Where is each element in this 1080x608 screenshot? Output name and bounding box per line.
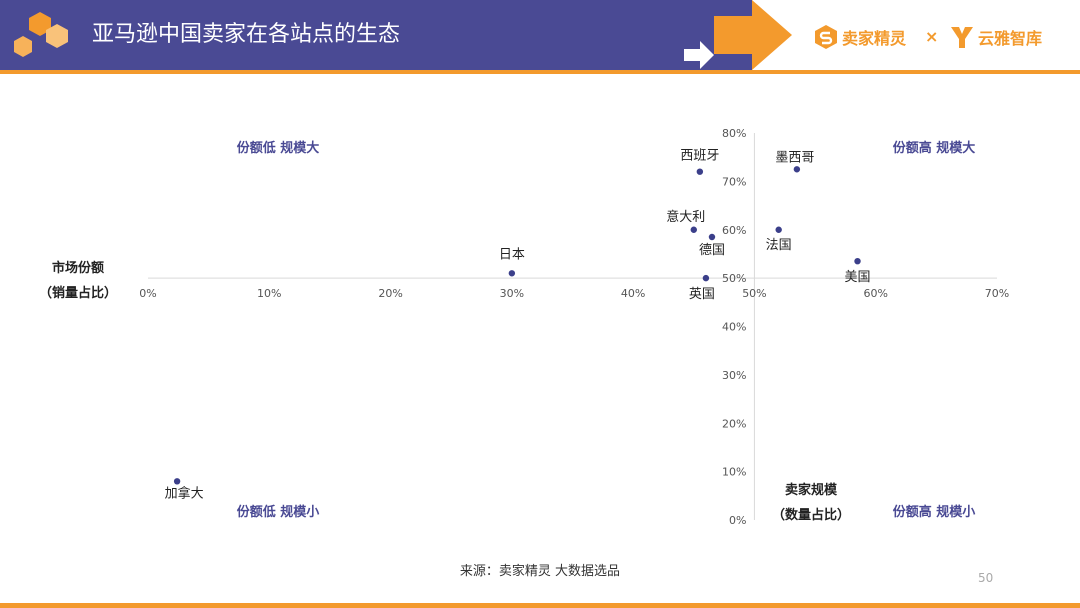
quadrant-label-bottom-left: 份额低 规模小 xyxy=(237,504,320,520)
data-point xyxy=(173,478,181,485)
page-number: 50 xyxy=(978,571,994,585)
quadrant-label-top-left: 份额低 规模大 xyxy=(237,140,320,156)
data-point xyxy=(854,257,861,265)
white-arrow-icon xyxy=(684,41,714,69)
x-tick-label: 40% xyxy=(621,287,645,300)
x-axis-title-line-1: 卖家规模 xyxy=(785,482,838,498)
brand-left-text: 卖家精灵 xyxy=(842,29,907,48)
data-point-label: 日本 xyxy=(499,247,525,262)
footer-line xyxy=(0,603,1080,608)
orange-arrow-icon xyxy=(714,0,792,70)
data-point-label: 加拿大 xyxy=(165,485,204,501)
data-point xyxy=(775,226,782,233)
data-point xyxy=(793,166,801,173)
brand-separator: × xyxy=(925,27,939,46)
y-tick-label: 40% xyxy=(722,321,746,334)
x-tick-label: 0% xyxy=(139,287,156,300)
data-point-label: 美国 xyxy=(845,270,871,285)
data-point-label: 德国 xyxy=(699,243,725,258)
hexagon-logo-icon xyxy=(14,12,68,57)
x-tick-label: 10% xyxy=(257,287,281,300)
quadrant-label-bottom-right: 份额高 规模小 xyxy=(893,504,976,520)
y-logo-icon xyxy=(951,27,973,48)
y-tick-label: 20% xyxy=(722,417,746,430)
y-tick-label: 10% xyxy=(722,466,746,479)
data-point xyxy=(690,226,697,233)
data-point-label: 墨西哥 xyxy=(775,150,814,165)
data-point xyxy=(702,274,710,282)
x-tick-label: 30% xyxy=(500,287,524,300)
x-tick-label: 20% xyxy=(378,287,402,300)
y-axis-title-line-1: 市场份额 xyxy=(52,260,104,276)
header-underline xyxy=(0,70,1080,74)
brand-right-text: 云雅智库 xyxy=(978,29,1043,48)
x-tick-label: 70% xyxy=(985,287,1009,300)
x-tick-label: 50% xyxy=(742,287,766,300)
y-tick-label: 60% xyxy=(722,224,746,237)
y-tick-label: 80% xyxy=(722,127,746,140)
data-point xyxy=(708,233,716,241)
y-tick-label: 50% xyxy=(722,272,746,285)
data-point-label: 意大利 xyxy=(666,209,705,225)
header-bar xyxy=(0,0,752,70)
data-point xyxy=(508,270,516,277)
data-point xyxy=(696,168,704,175)
x-axis-title-line-2: （数量占比） xyxy=(772,507,850,523)
page-title: 亚马逊中国卖家在各站点的生态 xyxy=(92,22,401,47)
brand-yunya: 云雅智库 xyxy=(950,22,1042,52)
x-tick-label: 60% xyxy=(863,287,887,300)
y-tick-label: 0% xyxy=(729,514,746,527)
brand-maijiajingling: 卖家精灵 xyxy=(814,22,906,52)
data-point-label: 西班牙 xyxy=(680,149,719,164)
data-point-label: 法国 xyxy=(766,238,792,253)
y-axis-title-line-2: （销量占比） xyxy=(39,285,117,301)
y-tick-label: 30% xyxy=(722,369,746,382)
y-tick-label: 70% xyxy=(722,175,746,188)
data-point-label: 英国 xyxy=(689,287,715,302)
source-note: 来源：卖家精灵 大数据选品 xyxy=(459,564,621,579)
quadrant-label-top-right: 份额高 规模大 xyxy=(893,140,976,156)
s-logo-icon xyxy=(815,25,837,49)
